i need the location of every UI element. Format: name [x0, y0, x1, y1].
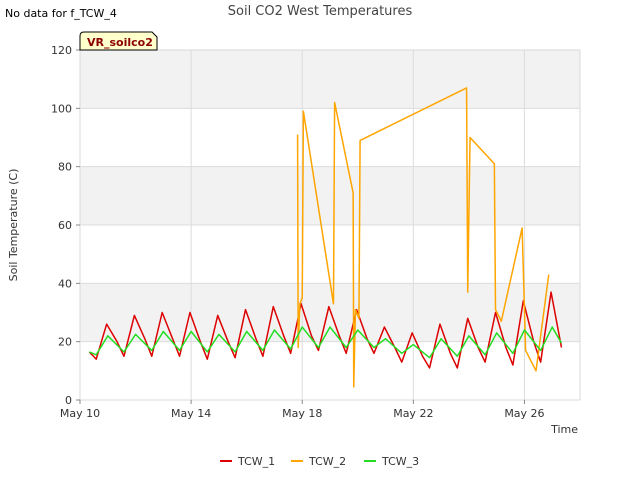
x-tick-label: May 22	[393, 407, 433, 420]
x-tick-label: May 26	[504, 407, 544, 420]
x-tick-label: May 10	[60, 407, 100, 420]
background-band	[80, 50, 580, 109]
background-bands	[80, 50, 580, 342]
chart-title: Soil CO2 West Temperatures	[228, 4, 413, 19]
y-tick-label: 40	[58, 277, 72, 290]
y-tick-label: 120	[51, 44, 72, 57]
series-layer	[88, 87, 563, 388]
x-axis-label: Time	[550, 423, 578, 436]
legend: TCW_1 TCW_2 TCW_3	[220, 455, 419, 468]
x-tick-label: May 18	[282, 407, 322, 420]
legend-label-tcw_3: TCW_3	[381, 455, 419, 468]
axes: 0 20 40 60 80 100 120 May 10 May 14 May 18 May 22 M…	[51, 44, 545, 420]
series-line-tcw_2	[296, 87, 550, 388]
site-label: VR_soilco2	[87, 36, 153, 49]
y-tick-label: 80	[58, 161, 72, 174]
y-tick-label: 20	[58, 336, 72, 349]
no-data-note: No data for f_TCW_4	[5, 7, 117, 20]
legend-label-tcw_2: TCW_2	[308, 455, 346, 468]
x-tick-label: May 14	[171, 407, 211, 420]
series-line-tcw_1	[88, 291, 563, 369]
series-line-tcw_3	[88, 326, 563, 359]
background-band	[80, 283, 580, 342]
site-label-box: VR_soilco2	[79, 31, 158, 51]
background-band	[80, 166, 580, 225]
y-tick-label: 0	[65, 394, 72, 407]
legend-label-tcw_1: TCW_1	[237, 455, 275, 468]
y-tick-label: 60	[58, 219, 72, 232]
y-axis-label: Soil Temperature (C)	[7, 169, 20, 282]
y-tick-label: 100	[51, 102, 72, 115]
